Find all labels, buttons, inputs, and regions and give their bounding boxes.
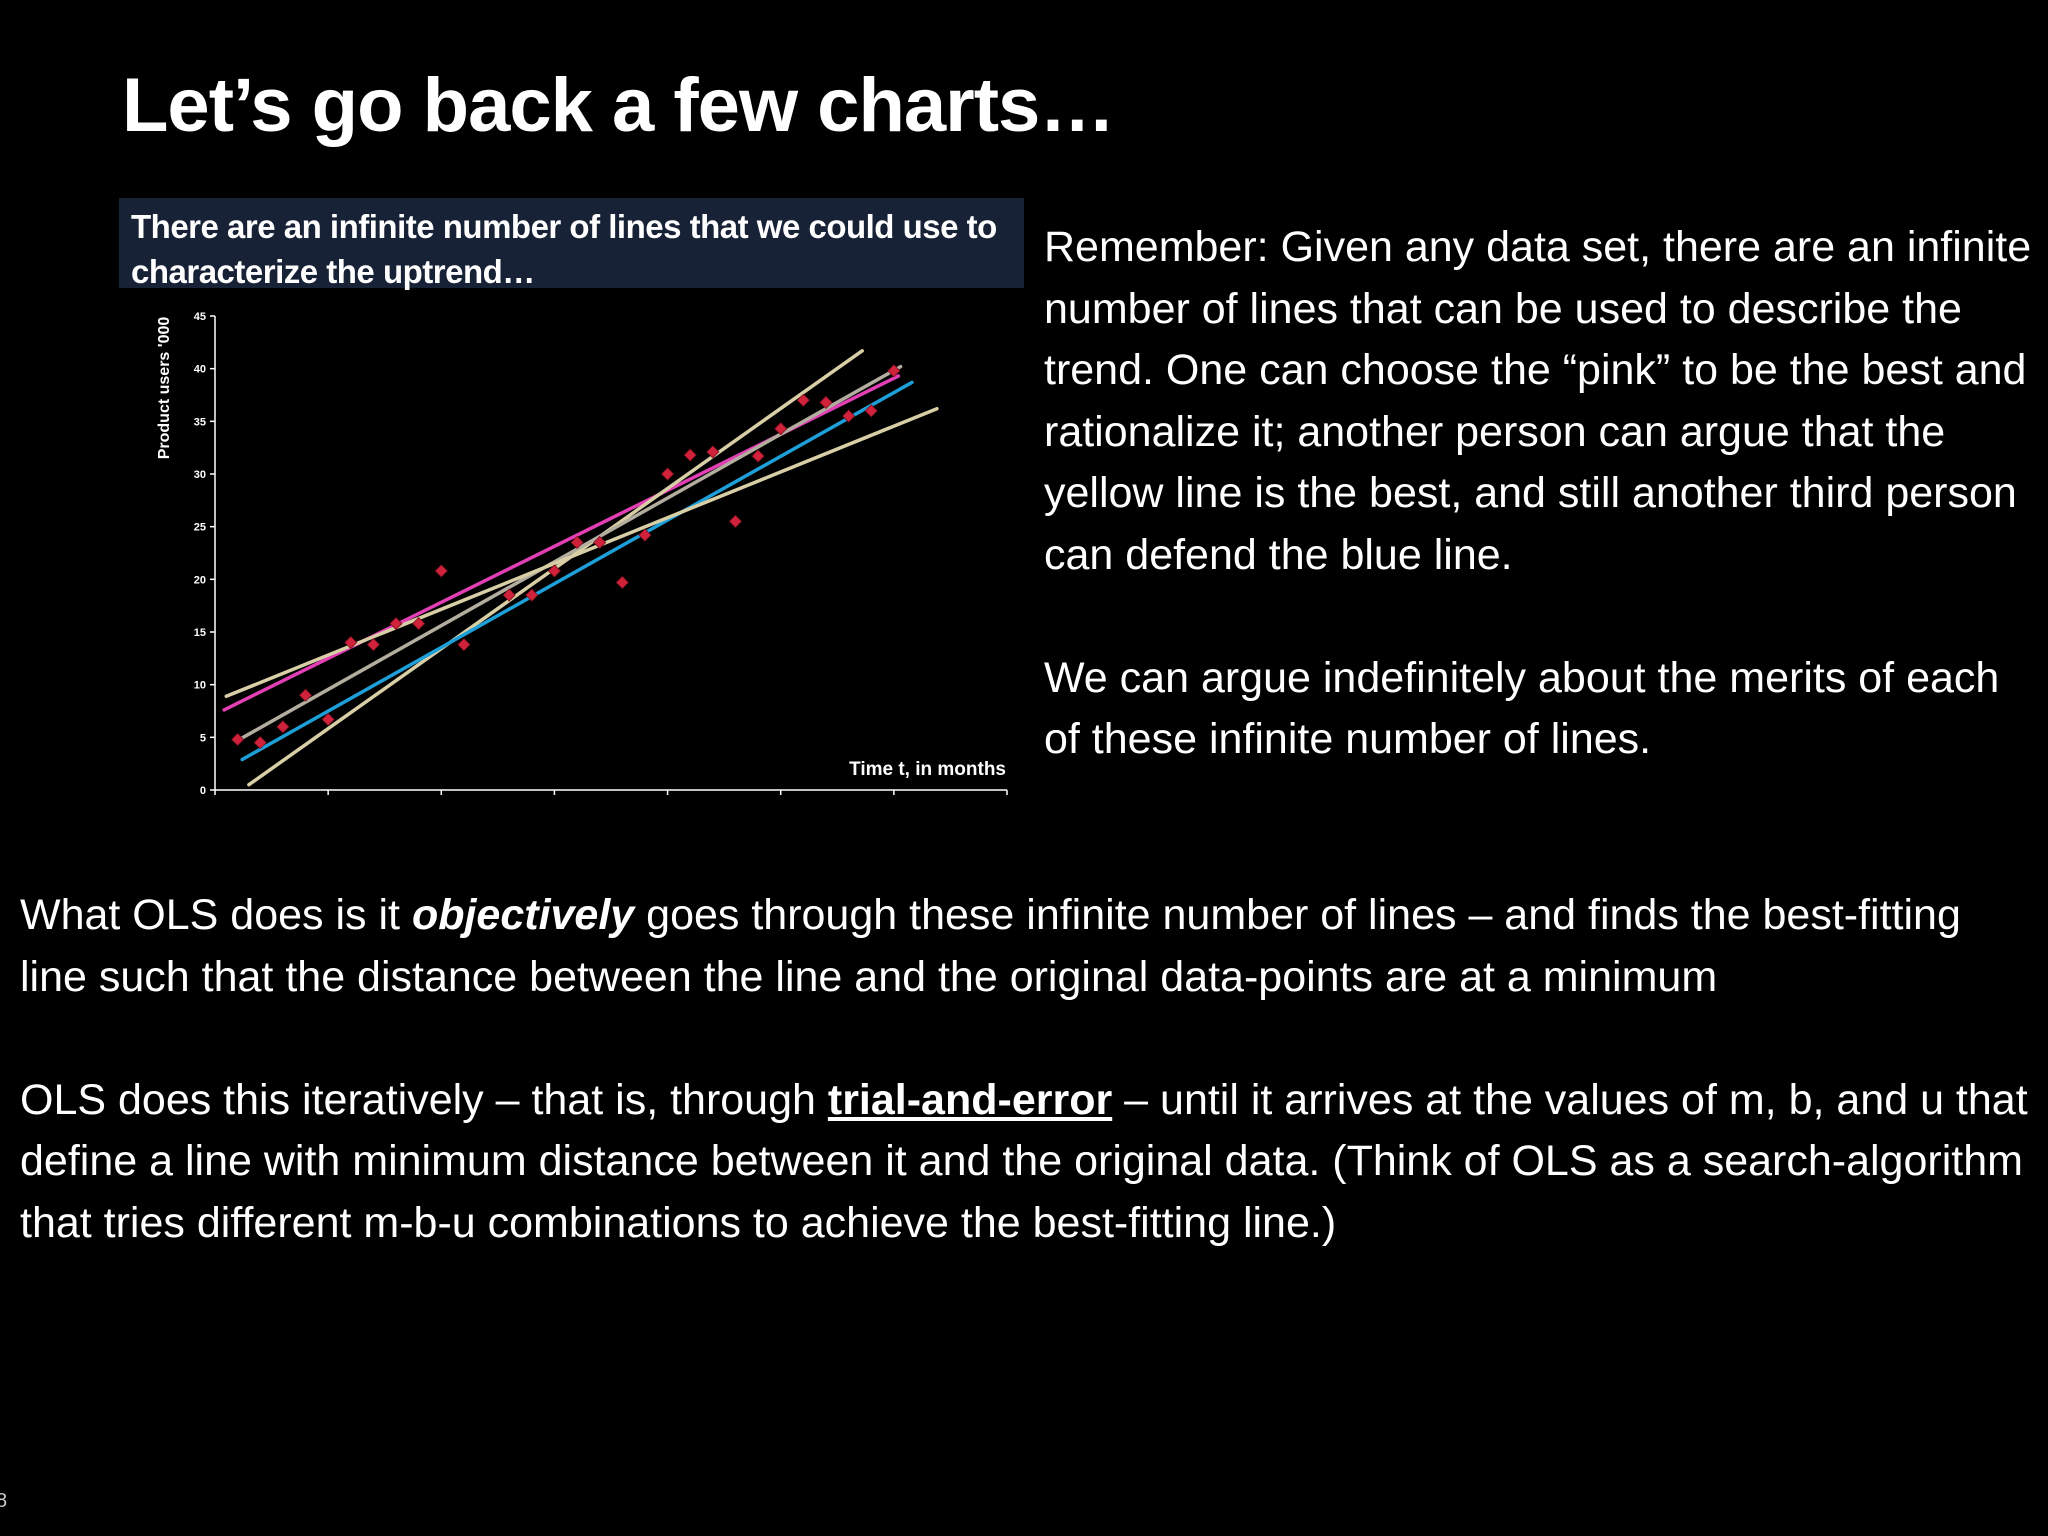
y-axis-label: Product users '000 — [156, 317, 173, 460]
trend-line — [240, 380, 914, 762]
explanation-text: Remember: Given any data set, there are … — [1044, 217, 2034, 771]
data-point — [389, 617, 403, 631]
trend-lines — [222, 349, 939, 787]
data-point — [457, 638, 471, 652]
data-point — [253, 736, 267, 750]
page-number: 8 — [0, 1490, 8, 1512]
y-tick-label: 30 — [194, 469, 206, 481]
data-point — [751, 449, 765, 463]
trend-line — [224, 406, 939, 699]
data-point — [638, 528, 652, 542]
data-point — [547, 564, 561, 578]
scatter-chart: 0 5 10 15 20 25 30 35 40 45 Product users '000 Ti… — [156, 311, 1008, 797]
ols-p2-start: OLS does this iteratively – that is, thr… — [20, 1075, 828, 1124]
data-point — [525, 588, 539, 602]
y-tick-label: 25 — [194, 522, 206, 534]
ols-p2-end: – until it arrives at the values of m, b… — [20, 1075, 2028, 1247]
data-point — [276, 720, 290, 734]
data-point — [796, 393, 810, 407]
ols-p1-end: goes through these infinite number of li… — [20, 891, 1961, 1001]
data-point — [412, 617, 426, 631]
axes: 0 5 10 15 20 25 30 35 40 45 — [194, 311, 1008, 797]
trend-line — [235, 364, 903, 743]
data-point — [842, 409, 856, 423]
data-point — [774, 422, 788, 436]
data-point — [661, 467, 675, 481]
data-point — [887, 364, 901, 378]
ols-paragraph-1: What OLS does is it objectively goes thr… — [20, 885, 2035, 1008]
y-tick-label: 40 — [194, 364, 206, 376]
ols-p2-emphasis: trial-and-error — [827, 1075, 1113, 1124]
chart-title: There are an infinite number of lines th… — [119, 198, 1024, 290]
data-point — [298, 688, 313, 702]
y-tick-label: 45 — [194, 311, 206, 323]
ols-paragraph-2: OLS does this iteratively – that is, thr… — [20, 1070, 2035, 1255]
chart-panel: There are an infinite number of lines th… — [119, 198, 1024, 810]
slide-title: Let’s go back a few charts… — [122, 63, 1115, 148]
data-points — [231, 364, 901, 750]
data-point — [706, 445, 720, 459]
data-point — [683, 448, 697, 462]
data-point — [864, 404, 878, 418]
explanation-paragraph-1: Remember: Given any data set, there are … — [1044, 223, 2032, 579]
ols-p1-start: What OLS does is it — [20, 891, 412, 939]
y-tick-label: 10 — [194, 680, 206, 692]
y-tick-label: 35 — [194, 416, 206, 428]
data-point — [434, 564, 448, 578]
explanation-paragraph-2: We can argue indefinitely about the meri… — [1044, 653, 2000, 764]
data-point — [366, 638, 380, 652]
y-tick-label: 5 — [200, 732, 206, 744]
data-point — [502, 588, 516, 602]
y-tick-label: 20 — [194, 574, 206, 586]
ols-p1-emphasis: objectively — [411, 891, 635, 939]
y-tick-label: 15 — [194, 627, 206, 639]
data-point — [570, 535, 584, 550]
data-point — [728, 514, 743, 528]
data-point — [819, 395, 833, 409]
data-point — [615, 575, 629, 590]
data-point — [593, 535, 607, 550]
x-axis-label: Time t, in months — [849, 759, 1006, 780]
ols-text: What OLS does is it objectively goes thr… — [20, 885, 2035, 1254]
data-point — [344, 635, 358, 650]
data-point — [231, 732, 245, 747]
y-tick-label: 0 — [200, 785, 206, 797]
data-point — [321, 712, 335, 726]
